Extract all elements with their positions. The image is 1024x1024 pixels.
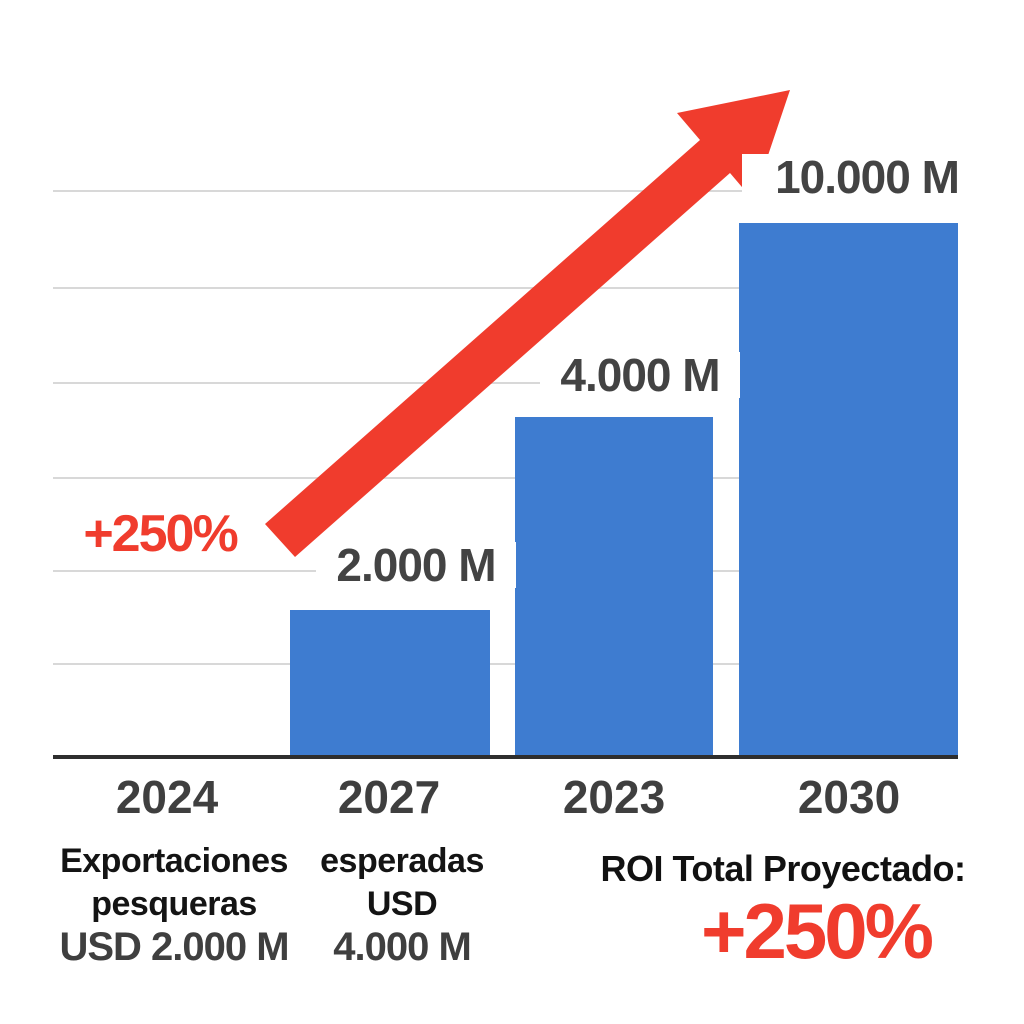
roi-total-label: ROI Total Proyectado: — [600, 848, 966, 889]
growth-percent-label: +250% — [83, 505, 238, 563]
footer-line: esperadas — [320, 842, 484, 880]
x-tick-label-2023: 2023 — [562, 771, 666, 823]
x-tick-label-2027: 2027 — [337, 771, 441, 823]
footer-line: USD — [366, 885, 438, 923]
x-tick-label-2030: 2030 — [797, 771, 901, 823]
bar-value-label-2027: 2.000 M — [316, 542, 516, 588]
bar-2027 — [290, 610, 490, 757]
bar-2030 — [739, 223, 958, 757]
footer-line: pesqueras — [91, 885, 257, 923]
bar-2023 — [515, 417, 713, 757]
footer-annotation-exports: Exportaciones pesqueras USD 2.000 M — [49, 840, 299, 969]
bar-value-label-2023: 4.000 M — [540, 352, 740, 398]
bar-value-label-2030: 10.000 M — [742, 154, 992, 200]
x-tick-label-2024: 2024 — [115, 771, 219, 823]
footer-value-line: USD 2.000 M — [59, 925, 289, 969]
gridline — [53, 663, 955, 665]
footer-annotation-expected: esperadas USD 4.000 M — [302, 840, 502, 969]
roi-total-value: +250% — [700, 887, 934, 975]
footer-value-line: 4.000 M — [333, 925, 472, 969]
footer-line: Exportaciones — [60, 842, 288, 880]
x-axis-line — [53, 755, 958, 759]
